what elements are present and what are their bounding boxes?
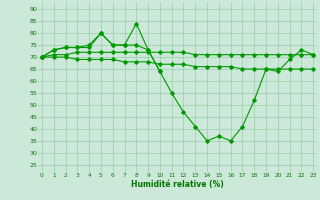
X-axis label: Humidité relative (%): Humidité relative (%) [131,180,224,188]
